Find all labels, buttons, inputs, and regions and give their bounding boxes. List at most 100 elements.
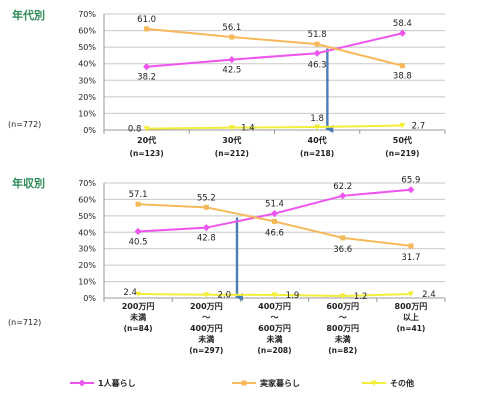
chart1-data-label: 46.3 bbox=[308, 60, 327, 70]
chart1-n-label: (n=772) bbox=[8, 120, 41, 129]
chart1-data-label: 51.8 bbox=[308, 30, 327, 40]
chart1-point bbox=[228, 125, 235, 131]
chart1-title: 年代別 bbox=[12, 8, 45, 22]
chart1-point bbox=[144, 26, 150, 32]
chart1-category-n: (n=212) bbox=[215, 149, 249, 158]
chart1-category-n: (n=219) bbox=[385, 149, 419, 158]
legend-marker bbox=[241, 380, 247, 386]
chart1-category-label: 50代 bbox=[393, 135, 412, 145]
chart2-point bbox=[340, 235, 346, 241]
chart1-category-n: (n=218) bbox=[300, 149, 334, 158]
chart2-category-label: 800万円 bbox=[395, 302, 428, 311]
chart2-category-n: (n=41) bbox=[396, 324, 425, 333]
chart1-ytick-label: 70% bbox=[78, 10, 96, 19]
legend-marker bbox=[78, 379, 86, 387]
chart1-ytick-label: 0% bbox=[83, 126, 96, 135]
chart2-category-n: (n=82) bbox=[328, 346, 357, 355]
chart2-point bbox=[134, 227, 142, 235]
chart2-data-label: 46.6 bbox=[265, 228, 284, 238]
chart2-category-label: 400万円 bbox=[258, 302, 291, 311]
chart1-data-label: 42.5 bbox=[222, 66, 241, 76]
chart2-category-label: 以上 bbox=[403, 312, 419, 322]
chart1-data-label: 58.4 bbox=[393, 19, 412, 29]
chart2-data-label: 57.1 bbox=[129, 190, 148, 200]
chart2-category-label: 未満 bbox=[334, 334, 351, 344]
chart2-category-label: ～ bbox=[339, 313, 347, 322]
legend-label: 実家暮らし bbox=[260, 378, 300, 388]
chart2-point bbox=[202, 224, 210, 232]
chart2-data-label: 1.9 bbox=[286, 291, 300, 301]
chart1-data-label: 1.4 bbox=[241, 124, 255, 134]
chart2-ytick-label: 50% bbox=[78, 212, 96, 221]
chart1-point bbox=[313, 49, 321, 57]
chart2-point bbox=[272, 218, 277, 224]
chart2-point bbox=[271, 292, 278, 298]
chart2-point bbox=[339, 192, 347, 200]
chart1-category-label: 30代 bbox=[222, 135, 241, 145]
chart2-ytick-label: 20% bbox=[78, 261, 96, 270]
chart1-ytick-label: 50% bbox=[78, 43, 96, 52]
chart2-category-label: 200万円 bbox=[122, 302, 155, 311]
chart1-category-n: (n=123) bbox=[130, 149, 164, 158]
chart2-data-label: 2.0 bbox=[218, 291, 232, 301]
chart2-point bbox=[135, 201, 141, 207]
chart2-ytick-label: 60% bbox=[78, 195, 96, 204]
chart2-category-label: 600万円 bbox=[258, 324, 291, 333]
chart1-data-label: 56.1 bbox=[222, 23, 241, 33]
chart2-data-label: 55.2 bbox=[197, 193, 216, 203]
chart1-data-label: 61.0 bbox=[137, 15, 156, 25]
legend-marker bbox=[371, 380, 377, 386]
chart1-point bbox=[229, 34, 235, 40]
chart1-ytick-label: 10% bbox=[78, 109, 96, 118]
chart1-ytick-label: 40% bbox=[78, 60, 96, 69]
chart1-category-label: 40代 bbox=[308, 135, 327, 145]
chart2-category-n: (n=297) bbox=[189, 346, 223, 355]
chart2-n-label: (n=712) bbox=[8, 318, 41, 327]
chart2-category-label: ～ bbox=[271, 313, 279, 322]
chart1-ytick-label: 60% bbox=[78, 27, 96, 36]
chart2-point bbox=[407, 186, 415, 194]
chart1-point bbox=[399, 123, 406, 129]
chart2-data-label: 51.4 bbox=[265, 200, 284, 210]
chart2-ytick-label: 40% bbox=[78, 228, 96, 237]
chart2-data-label: 65.9 bbox=[401, 176, 420, 186]
chart1-data-label: 0.8 bbox=[128, 125, 142, 135]
chart1-data-label: 2.7 bbox=[412, 122, 426, 132]
chart2-category-label: 200万円 bbox=[190, 302, 223, 311]
chart1-data-label: 38.8 bbox=[393, 72, 412, 82]
chart2-data-label: 2.4 bbox=[123, 288, 137, 298]
chart1-data-label: 38.2 bbox=[137, 73, 156, 83]
chart1-data-label: 1.8 bbox=[310, 114, 324, 124]
chart2-data-label: 62.2 bbox=[333, 182, 352, 192]
chart2-category-label: 未満 bbox=[129, 312, 146, 322]
chart2-point bbox=[203, 292, 210, 298]
chart2-point bbox=[203, 204, 209, 210]
chart1-point bbox=[314, 124, 321, 131]
chart2-data-label: 36.6 bbox=[333, 245, 352, 255]
legend-label: その他 bbox=[390, 378, 414, 388]
chart1-series-line bbox=[146, 124, 403, 130]
chart1-point bbox=[143, 63, 151, 71]
chart1-point bbox=[314, 41, 320, 47]
chart1-category-label: 20代 bbox=[137, 135, 156, 145]
chart2-data-label: 2.4 bbox=[422, 290, 436, 300]
chart2-data-label: 31.7 bbox=[401, 253, 420, 263]
chart2-point bbox=[407, 291, 414, 298]
chart1-series-line bbox=[146, 32, 403, 68]
chart2-category-n: (n=84) bbox=[124, 324, 153, 333]
chart1-point bbox=[398, 29, 406, 37]
chart2-ytick-label: 30% bbox=[78, 245, 96, 254]
chart1-point bbox=[399, 63, 405, 69]
chart2-data-label: 42.8 bbox=[197, 234, 216, 244]
chart1-point bbox=[228, 56, 236, 64]
chart1-point bbox=[143, 126, 150, 132]
chart2-point bbox=[339, 293, 346, 300]
chart2-point bbox=[408, 243, 414, 249]
chart2-point bbox=[135, 291, 142, 298]
chart2-ytick-label: 70% bbox=[78, 179, 96, 188]
chart2-category-label: 600万円 bbox=[326, 302, 359, 311]
chart2-title: 年収別 bbox=[12, 176, 45, 190]
chart2-category-label: 400万円 bbox=[190, 324, 223, 333]
chart2-category-label: 未満 bbox=[266, 334, 283, 344]
